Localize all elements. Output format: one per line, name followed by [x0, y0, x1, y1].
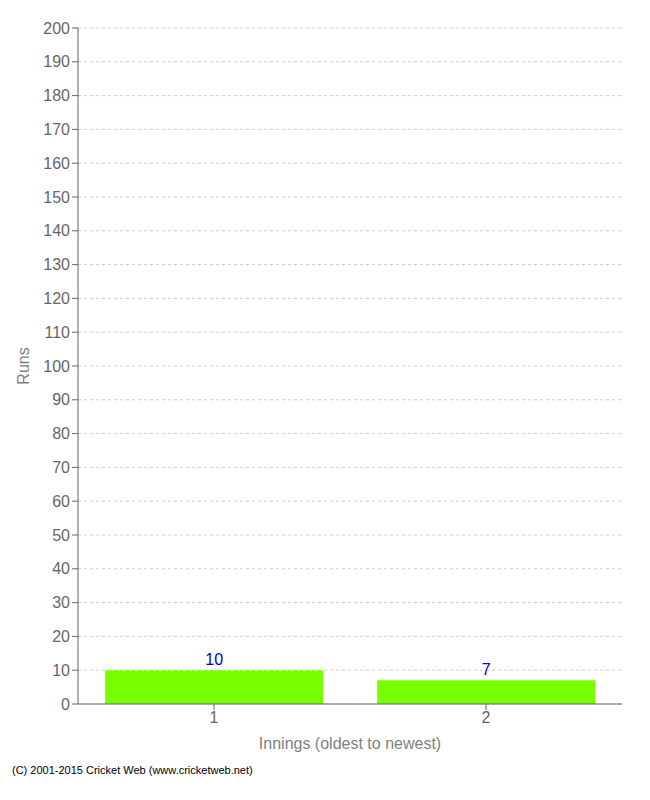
svg-text:50: 50 — [52, 527, 70, 544]
svg-text:0: 0 — [61, 696, 70, 713]
svg-text:70: 70 — [52, 459, 70, 476]
svg-text:200: 200 — [43, 20, 70, 37]
svg-text:120: 120 — [43, 290, 70, 307]
svg-text:80: 80 — [52, 425, 70, 442]
svg-text:130: 130 — [43, 256, 70, 273]
svg-text:7: 7 — [482, 661, 491, 678]
svg-text:20: 20 — [52, 628, 70, 645]
html-text:(C) 2001-2015 Cricket Web (www: (C) 2001-2015 Cricket Web (www.cricketwe… — [12, 764, 253, 776]
svg-text:90: 90 — [52, 391, 70, 408]
svg-text:100: 100 — [43, 358, 70, 375]
svg-text:140: 140 — [43, 222, 70, 239]
svg-text:30: 30 — [52, 594, 70, 611]
svg-text:1: 1 — [210, 709, 219, 726]
svg-text:2: 2 — [482, 709, 491, 726]
svg-text:Innings (oldest to newest): Innings (oldest to newest) — [259, 735, 441, 752]
svg-text:180: 180 — [43, 87, 70, 104]
svg-text:Runs: Runs — [15, 347, 32, 384]
svg-text:110: 110 — [44, 324, 70, 341]
svg-text:60: 60 — [52, 493, 70, 510]
svg-text:170: 170 — [43, 121, 70, 138]
svg-text:150: 150 — [43, 189, 70, 206]
svg-text:10: 10 — [52, 662, 70, 679]
svg-text:160: 160 — [43, 155, 70, 172]
svg-text:190: 190 — [43, 53, 70, 70]
svg-text:10: 10 — [205, 651, 223, 668]
svg-text:40: 40 — [52, 560, 70, 577]
